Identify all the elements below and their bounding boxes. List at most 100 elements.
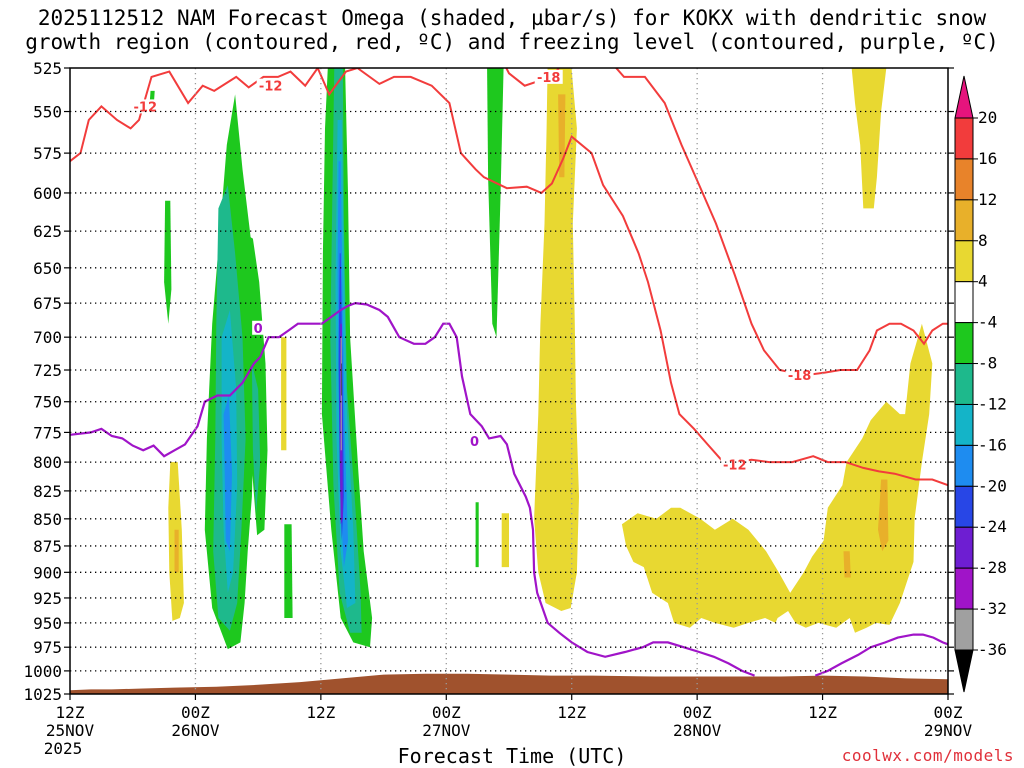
omega-region-green-small-16z26 <box>284 524 293 618</box>
colorbar-bin <box>954 567 974 610</box>
colorbar-label: -24 <box>978 517 1007 536</box>
x-tick-label: 00Z <box>934 703 963 722</box>
omega-region-yellow-lower-28nov <box>621 323 933 633</box>
colorbar-bin <box>954 322 974 365</box>
x-tick-year: 2025 <box>44 739 83 758</box>
plot-frame <box>69 67 949 695</box>
y-tick-label: 900 <box>33 563 62 582</box>
colorbar-label: -36 <box>978 640 1007 659</box>
contour-label-bg <box>252 320 265 335</box>
contour-label-bg <box>131 99 160 114</box>
colorbar-label: -28 <box>978 558 1007 577</box>
omega-region-orange-28nov-b <box>843 551 851 578</box>
colorbar-bin <box>954 526 974 569</box>
colorbar-bin <box>954 117 974 160</box>
y-tick-label: 875 <box>33 537 62 556</box>
y-tick-label: 700 <box>33 328 62 347</box>
dgz-contour-2 <box>614 68 948 377</box>
x-tick-label: 12Z <box>56 703 85 722</box>
y-tick-label: 675 <box>33 294 62 313</box>
colorbar-label: -32 <box>978 599 1007 618</box>
y-tick-label: 975 <box>33 638 62 657</box>
colorbar-bin <box>954 281 974 324</box>
x-tick-label: 12Z <box>557 703 586 722</box>
y-tick-label: 950 <box>33 614 62 633</box>
contour-label-bg <box>720 457 749 472</box>
omega-region-yellow-small-08z26 <box>281 337 287 451</box>
omega-region-orange-upper-27nov <box>558 94 566 178</box>
y-tick-label: 625 <box>33 222 62 241</box>
omega-region-teal-06z26 <box>251 363 261 514</box>
omega-region-yellow-upper-27nov <box>534 68 579 611</box>
y-tick-label: 1025 <box>23 685 62 704</box>
colorbar-bin <box>954 363 974 405</box>
omega-region-yellow-29nov-upper <box>851 68 887 209</box>
dgz-contour-1 <box>505 68 561 87</box>
colorbar-bin <box>954 158 974 201</box>
contour-label: -12 <box>134 100 158 115</box>
y-tick-label: 775 <box>33 423 62 442</box>
x-tick-label: 00Z <box>683 703 712 722</box>
omega-region-yellow-small-27nov <box>501 513 509 568</box>
colorbar-over-arrow <box>954 75 974 119</box>
contour-label-bg <box>534 69 563 84</box>
contour-label: -12 <box>723 458 747 473</box>
colorbar-bin <box>954 403 974 446</box>
colorbar-label: 4 <box>978 272 988 291</box>
x-tick-date: 27NOV <box>422 721 471 740</box>
contour-label-bg <box>785 368 814 383</box>
x-tick-label: 12Z <box>808 703 837 722</box>
y-tick-label: 575 <box>33 144 62 163</box>
x-tick-label: 12Z <box>306 703 335 722</box>
colorbar: 20 16 12 8 4 -4 -8 -12 -16 -20 -24 -28 -32 -36 <box>954 75 1007 693</box>
x-tick-label: 00Z <box>432 703 461 722</box>
y-tick-label: 925 <box>33 589 62 608</box>
y-tick-label: 600 <box>33 184 62 203</box>
freezing-level-contour-1 <box>814 633 948 677</box>
x-tick-date: 28NOV <box>673 721 722 740</box>
omega-region-green-27nov-upper <box>487 68 504 338</box>
contour-label: -18 <box>537 71 561 86</box>
contour-label: 0 <box>254 322 263 337</box>
x-axis-label: Forecast Time (UTC) <box>397 744 627 768</box>
x-tick-date: 25NOV <box>46 721 95 740</box>
credit-text[interactable]: coolwx.com/models <box>841 746 1014 765</box>
y-tick-label: 525 <box>33 59 62 78</box>
axes: 525 550 575 600 625 650 675 700 725 750 775 800 825 8… <box>23 59 972 758</box>
colorbar-bin <box>954 199 974 242</box>
x-tick-label: 00Z <box>181 703 210 722</box>
freezing-level-contour-0 <box>70 301 755 677</box>
colorbar-label: -4 <box>978 313 997 332</box>
omega-region-orange-21z25 <box>174 529 179 573</box>
y-tick-label: 825 <box>33 482 62 501</box>
plot-area: -12 -12 -18 -18 -12 0 0 <box>70 68 948 694</box>
colorbar-bin <box>954 608 974 651</box>
colorbar-label: 12 <box>978 190 997 209</box>
terrain-fill <box>70 673 948 694</box>
y-tick-label: 800 <box>33 453 62 472</box>
omega-region-blue-00z26 <box>223 395 232 552</box>
colorbar-label: -16 <box>978 435 1007 454</box>
omega-region-green-27nov-small <box>475 502 479 568</box>
y-tick-label: 750 <box>33 393 62 412</box>
colorbar-label: 20 <box>978 108 997 127</box>
colorbar-bin <box>954 240 974 283</box>
colorbar-label: 16 <box>978 149 997 168</box>
colorbar-bin <box>954 444 974 487</box>
y-tick-label: 1000 <box>23 662 62 681</box>
colorbar-bin <box>954 485 974 528</box>
colorbar-label: -8 <box>978 354 997 373</box>
x-tick-date: 26NOV <box>171 721 220 740</box>
plot-border <box>69 67 949 695</box>
contour-label: -12 <box>259 80 283 95</box>
colorbar-label: -20 <box>978 476 1007 495</box>
contour-label: -18 <box>788 369 812 384</box>
omega-region-orange-28nov-a <box>878 479 889 552</box>
y-tick-label: 850 <box>33 510 62 529</box>
colorbar-label: -12 <box>978 394 1007 413</box>
contour-label: 0 <box>470 435 479 450</box>
colorbar-under-arrow <box>954 649 974 693</box>
contour-label-bg <box>468 433 481 448</box>
y-tick-label: 550 <box>33 103 62 122</box>
